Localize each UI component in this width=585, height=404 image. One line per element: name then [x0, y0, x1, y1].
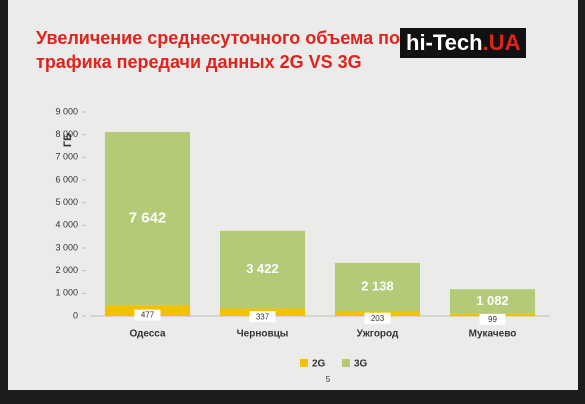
value-label: 477	[141, 311, 155, 320]
value-label: 2 138	[361, 279, 394, 294]
x-tick-label: Ужгород	[357, 329, 399, 340]
value-label-box	[134, 309, 161, 321]
y-tick-label: 1 000	[55, 288, 78, 298]
watermark: hi-Tech.UA	[400, 28, 527, 58]
legend-swatch	[300, 359, 308, 367]
y-tick-label: 2 000	[55, 265, 78, 275]
x-tick-label: Одесса	[129, 329, 166, 340]
y-tick-label: 3 000	[55, 242, 78, 252]
x-tick-label: Мукачево	[469, 329, 517, 340]
bar-segment	[334, 262, 421, 312]
page-number: 5	[326, 375, 331, 384]
bar-segment	[104, 131, 191, 306]
x-tick-label: Черновцы	[237, 329, 289, 340]
y-tick-label: 9 000	[55, 106, 78, 116]
value-label: 99	[488, 315, 497, 324]
y-tick-label: 8 000	[55, 129, 78, 139]
y-tick-label: 6 000	[55, 174, 78, 184]
y-tick-label: 7 000	[55, 152, 78, 162]
y-tick-label: 5 000	[55, 197, 78, 207]
legend-label: 2G	[312, 359, 326, 370]
y-tick-label: 0	[73, 310, 78, 320]
legend-swatch	[342, 359, 350, 367]
value-label: 203	[371, 314, 385, 323]
value-label: 3 422	[246, 261, 279, 276]
value-label-box	[249, 311, 276, 323]
slide	[8, 0, 578, 390]
watermark-suffix: .UA	[482, 30, 521, 55]
chart-title: Увеличение среднесуточного объема потреб…	[36, 28, 494, 72]
value-label-box	[364, 312, 391, 324]
y-tick-label: 4 000	[55, 220, 78, 230]
bar-segment	[219, 230, 306, 309]
bar-segment	[449, 289, 536, 314]
value-label: 7 642	[129, 210, 167, 227]
legend-label: 3G	[354, 359, 368, 370]
watermark-text: hi-Tech	[406, 30, 483, 55]
value-label: 1 082	[476, 293, 509, 308]
value-label: 337	[256, 312, 270, 321]
value-label-box	[479, 313, 506, 325]
y-axis-label: ГБ	[62, 133, 74, 147]
